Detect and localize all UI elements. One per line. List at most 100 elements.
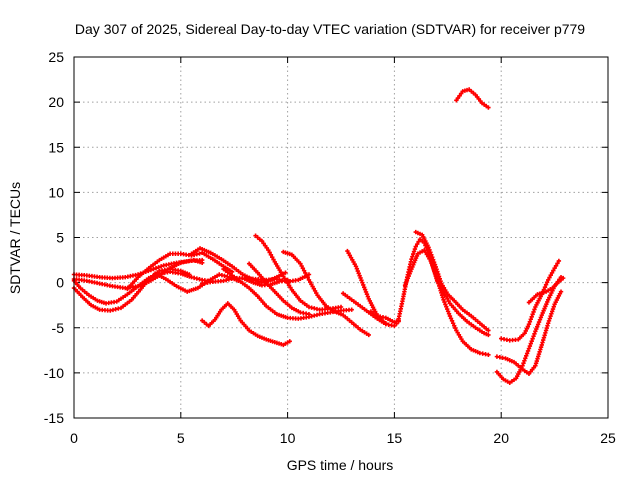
data-point [361,285,367,290]
series-sat-x [199,301,292,348]
data-point [524,353,529,359]
data-point [452,323,457,328]
data-point [430,257,436,262]
data-point [362,287,368,292]
series-sat-e [125,250,235,292]
data-point [531,309,536,315]
series-sat-d [71,257,205,291]
data-point [428,250,433,255]
data-point [533,329,538,334]
data-point [532,331,537,337]
data-point [547,316,552,321]
data-point [356,271,361,276]
data-point [433,264,438,270]
data-point [531,334,536,339]
data-point [305,275,310,280]
series-sat-w [526,275,566,305]
series-sat-n [345,248,389,326]
series-sat-u [494,289,564,376]
data-point [547,275,552,280]
data-point [406,273,411,279]
y-tick-label: -15 [44,410,64,426]
data-point [446,311,452,316]
data-point [434,267,439,272]
series-sat-i [221,266,354,321]
data-point [444,304,449,309]
data-point [548,313,553,319]
data-point [268,252,274,258]
data-point [298,261,303,266]
series-sat-f [152,271,241,294]
data-point [530,336,535,341]
data-point [407,271,412,276]
data-point [551,304,556,309]
data-point [303,270,308,276]
data-point [529,314,534,319]
chart-title: Day 307 of 2025, Sidereal Day-to-day VTE… [75,21,585,37]
data-point [552,265,557,271]
data-point [545,321,551,326]
data-point [521,361,526,366]
data-point [414,241,420,247]
y-axis-label: SDTVAR / TECUs [7,182,23,294]
data-point [410,254,415,259]
data-point [358,275,363,281]
x-tick-label: 10 [280,430,296,446]
data-point [360,280,365,285]
data-point [153,265,159,271]
series-sat-l [281,249,371,338]
x-tick-label: 15 [387,430,403,446]
data-point [304,273,309,278]
data-point [532,307,537,312]
data-point [408,269,413,274]
x-tick-label: 0 [70,430,78,446]
data-point [536,319,542,325]
data-point [443,302,448,307]
data-point [549,270,555,276]
plot-border [73,56,609,419]
data-point [353,264,359,269]
data-point [412,246,418,252]
data-point [555,261,560,266]
data-point [187,272,192,277]
data-point [285,277,290,283]
data-point [426,245,431,250]
data-point [535,324,540,329]
x-tick-label: 25 [600,430,616,446]
y-tick-label: 25 [48,49,64,65]
data-point [431,259,437,265]
data-point [549,309,555,314]
data-point [267,250,272,255]
series-sat-v [499,258,562,343]
data-point [306,312,312,317]
data-point [435,271,441,277]
y-tick-label: 20 [48,94,64,110]
grid [74,57,608,418]
series-sat-o [368,309,401,325]
data-point [523,356,528,361]
data-point [548,273,553,278]
series-sat-m [340,291,401,329]
data-point [436,274,442,279]
data-point [526,346,532,351]
data-point [364,292,370,297]
y-tick-label: 5 [56,230,64,246]
data-point [534,326,539,332]
data-point [338,304,344,310]
data-point [283,270,288,275]
data-point [357,273,362,278]
data-point [429,252,434,257]
data-point [299,263,304,269]
data-point [445,296,450,301]
y-tick-label: -10 [44,365,64,381]
data-point [427,247,432,253]
series-sat-q [402,247,491,358]
data-point [266,247,271,253]
data-point [535,322,541,327]
data-point [546,318,552,324]
data-point [553,263,559,268]
data-point [524,351,530,356]
data-point [355,268,360,274]
series-sat-y [242,276,290,288]
